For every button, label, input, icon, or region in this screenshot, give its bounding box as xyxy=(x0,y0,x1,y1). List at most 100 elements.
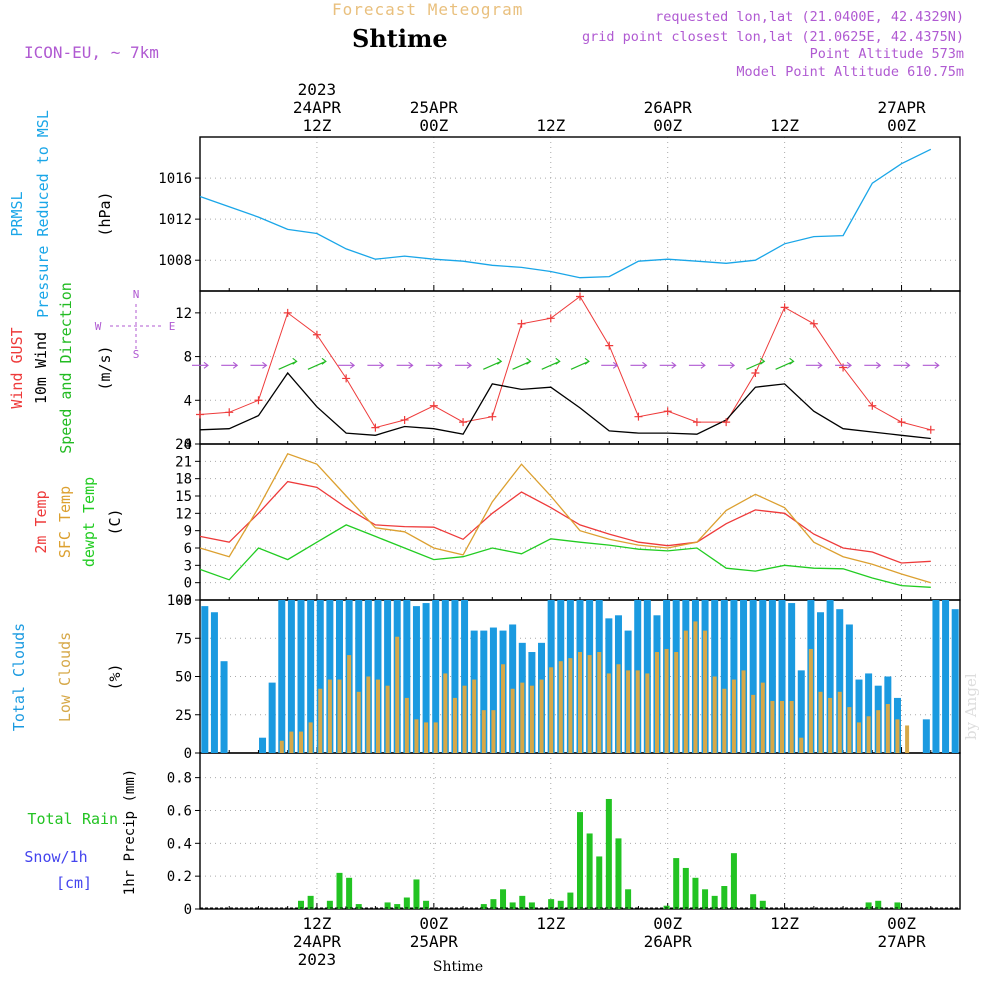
wind-direction-arrow xyxy=(278,357,298,370)
low-cloud-bar xyxy=(645,673,650,753)
y-tick-label: 4 xyxy=(184,393,192,409)
total-cloud-bar xyxy=(451,600,459,753)
total-cloud-bar xyxy=(951,609,959,753)
total-cloud-bar xyxy=(489,627,497,753)
gust-marker xyxy=(692,418,701,427)
low-cloud-bar xyxy=(375,679,380,753)
total-cloud-bar xyxy=(307,600,315,753)
low-cloud-bar xyxy=(770,700,775,753)
rain-bar xyxy=(711,895,718,909)
footer-place: Shtime xyxy=(433,959,483,975)
gust-marker xyxy=(400,415,409,424)
gust-marker xyxy=(429,401,438,410)
gust-marker xyxy=(488,412,497,421)
low-cloud-bar xyxy=(481,710,486,753)
low-cloud-bar xyxy=(626,670,631,753)
top-axis-label: 00Z xyxy=(419,116,448,135)
y-tick-label: 1008 xyxy=(158,253,192,269)
temp-2m-line xyxy=(199,480,931,564)
y-tick-label: 100 xyxy=(167,593,192,609)
rain-bar xyxy=(721,886,728,909)
label-snow: Snow/1h xyxy=(24,848,87,866)
label-speed-direction: Speed and Direction xyxy=(57,282,75,454)
label-2m-temp: 2m Temp xyxy=(32,490,50,553)
low-cloud-bar xyxy=(654,652,659,753)
total-cloud-bar xyxy=(220,661,228,753)
wind-direction-arrow xyxy=(570,357,590,370)
grid-coords: grid point closest lon,lat (21.0625E, 42… xyxy=(581,29,964,45)
low-cloud-bar xyxy=(568,658,573,753)
rain-bar xyxy=(577,812,583,909)
low-cloud-bar xyxy=(539,679,544,753)
bottom-axis-label: 2023 xyxy=(298,950,337,969)
low-cloud-bar xyxy=(501,664,506,753)
rain-bar xyxy=(557,900,564,909)
point-altitude: Point Altitude 573m xyxy=(809,46,964,62)
total-cloud-bar xyxy=(865,673,873,753)
low-cloud-bar xyxy=(356,691,361,753)
gust-line xyxy=(199,295,931,431)
total-cloud-bar xyxy=(461,600,469,753)
total-cloud-bar xyxy=(855,679,863,753)
bottom-axis-label: 00Z xyxy=(653,914,682,933)
total-cloud-bar xyxy=(278,600,286,753)
label-1hr-precip: 1hr Precip (mm) xyxy=(122,769,138,895)
rain-bar xyxy=(346,877,353,909)
rain-bar xyxy=(500,889,507,909)
rain-bar xyxy=(673,858,680,909)
rain-bar xyxy=(596,856,603,909)
rain-bar xyxy=(298,900,305,909)
total-cloud-bar xyxy=(374,600,382,753)
rain-bar xyxy=(394,904,401,909)
low-cloud-bar xyxy=(395,636,400,753)
rain-bar xyxy=(702,889,709,909)
rain-bar xyxy=(480,904,487,909)
wind-direction-arrow xyxy=(805,361,823,369)
rain-bar xyxy=(355,904,362,909)
total-cloud-bar xyxy=(826,600,834,753)
total-cloud-bar xyxy=(210,612,218,753)
low-cloud-bar xyxy=(433,722,438,753)
wind-direction-arrow xyxy=(192,361,209,369)
low-cloud-bar xyxy=(731,679,736,753)
low-cloud-bar xyxy=(741,670,746,753)
compass-n: N xyxy=(133,288,140,301)
low-cloud-bar xyxy=(606,673,611,753)
y-tick-label: 0.6 xyxy=(167,803,192,819)
wind-direction-arrow xyxy=(746,357,766,370)
low-cloud-bar xyxy=(808,648,813,753)
low-cloud-bar xyxy=(510,688,515,753)
y-tick-label: 75 xyxy=(175,631,192,647)
y-tick-label: 3 xyxy=(184,558,192,574)
top-axis-label: 2023 xyxy=(298,80,337,99)
low-cloud-bar xyxy=(683,630,688,753)
model-label: ICON-EU, ~ 7km xyxy=(24,43,159,62)
low-cloud-bar xyxy=(520,682,525,753)
rain-bar xyxy=(875,900,882,909)
total-cloud-bar xyxy=(932,600,940,753)
y-tick-label: 1012 xyxy=(158,212,192,228)
y-tick-label: 24 xyxy=(175,437,192,453)
gust-marker xyxy=(780,303,789,312)
y-tick-label: 9 xyxy=(184,524,192,540)
model-altitude: Model Point Altitude 610.75m xyxy=(736,64,964,80)
rain-bar xyxy=(567,892,574,909)
label-ms: (m/s) xyxy=(96,345,114,390)
low-cloud-bar xyxy=(597,652,602,753)
wind-direction-arrow xyxy=(425,361,443,369)
bottom-axis-label: 00Z xyxy=(887,914,916,933)
gust-marker xyxy=(312,330,321,339)
low-cloud-bar xyxy=(462,685,467,753)
y-tick-label: 6 xyxy=(184,541,192,557)
top-axis-label: 12Z xyxy=(536,116,565,135)
bottom-axis-label: 24APR xyxy=(293,932,342,951)
y-tick-label: 0.4 xyxy=(167,836,192,852)
total-cloud-bar xyxy=(355,600,363,753)
total-cloud-bar xyxy=(335,600,343,753)
wind-direction-arrow xyxy=(630,361,648,369)
low-cloud-bar xyxy=(366,676,371,753)
wind-direction-arrow xyxy=(601,361,619,369)
pressure-line xyxy=(199,148,932,279)
total-cloud-bar xyxy=(778,600,786,753)
wind-direction-arrow xyxy=(250,361,268,369)
